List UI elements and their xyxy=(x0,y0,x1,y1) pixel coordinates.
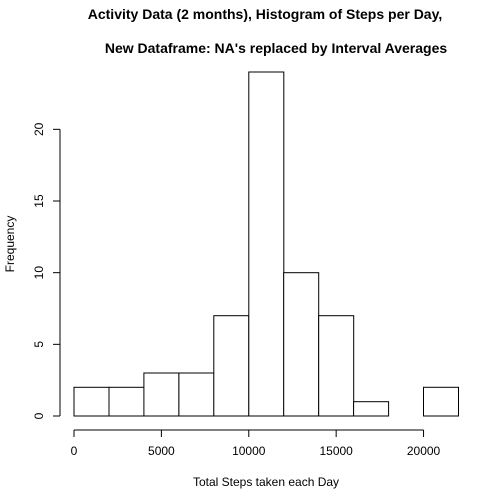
y-tick-label: 5 xyxy=(32,341,46,348)
y-tick-label: 10 xyxy=(32,266,46,280)
x-axis-label: Total Steps taken each Day xyxy=(193,475,339,489)
histogram-bar xyxy=(318,315,355,417)
y-axis: 0 5 10 15 20 xyxy=(32,122,61,419)
y-tick-label: 0 xyxy=(32,412,46,419)
histogram-bar xyxy=(108,386,145,417)
histogram-bar xyxy=(178,372,215,417)
x-tick-label: 5000 xyxy=(148,444,175,458)
histogram-bar xyxy=(423,386,459,417)
histogram-bar xyxy=(248,71,285,417)
y-axis-label: Frequency xyxy=(3,216,17,273)
histogram-bar xyxy=(283,272,320,417)
histogram-bar xyxy=(143,372,180,417)
y-tick-label: 15 xyxy=(32,194,46,208)
x-axis: 0 5000 10000 15000 20000 xyxy=(71,429,441,458)
y-tick-label: 20 xyxy=(32,122,46,136)
x-tick-label: 15000 xyxy=(319,444,353,458)
histogram-bar xyxy=(213,315,250,417)
histogram-bars xyxy=(73,71,459,417)
x-tick-label: 10000 xyxy=(232,444,266,458)
chart-title: Activity Data (2 months), Histogram of S… xyxy=(88,6,442,22)
x-tick-label: 20000 xyxy=(407,444,441,458)
x-tick-label: 0 xyxy=(71,444,78,458)
histogram-bar xyxy=(353,401,390,417)
histogram-bar xyxy=(73,386,110,417)
chart-subtitle: New Dataframe: NA's replaced by Interval… xyxy=(105,40,448,56)
